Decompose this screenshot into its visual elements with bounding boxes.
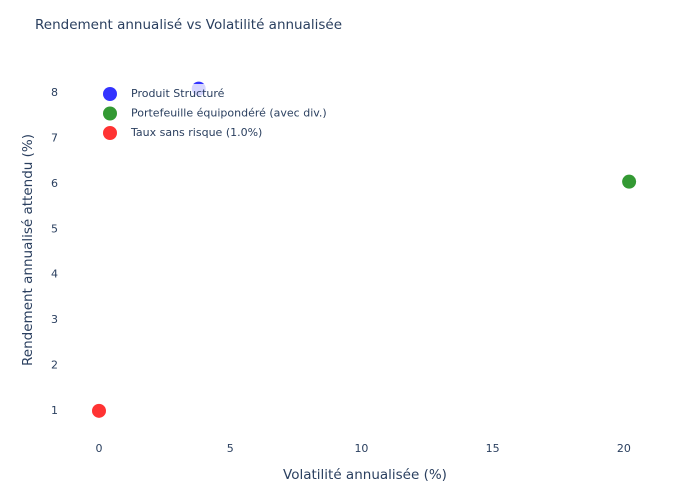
x-tick-label: 5 xyxy=(227,442,234,455)
legend-background xyxy=(100,84,350,144)
y-tick-label: 3 xyxy=(51,313,58,326)
legend-marker xyxy=(103,87,117,101)
scatter-point xyxy=(91,403,106,418)
legend-marker xyxy=(103,106,117,121)
legend-label: Portefeuille équipondéré (avec div.) xyxy=(131,107,327,120)
y-tick-label: 8 xyxy=(51,86,58,99)
x-tick-label: 10 xyxy=(354,442,368,455)
y-tick-label: 5 xyxy=(51,222,58,235)
x-tick-label: 0 xyxy=(95,442,102,455)
y-axis-title: Rendement annualisé attendu (%) xyxy=(20,134,36,366)
legend-label: Produit Structuré xyxy=(131,87,225,100)
scatter-point xyxy=(622,174,637,189)
chart-title: Rendement annualisé vs Volatilité annual… xyxy=(35,17,342,33)
y-tick-label: 6 xyxy=(51,177,58,190)
x-tick-label: 15 xyxy=(486,442,500,455)
y-tick-label: 4 xyxy=(51,268,58,281)
legend-label: Taux sans risque (1.0%) xyxy=(130,126,262,139)
x-axis-title: Volatilité annualisée (%) xyxy=(283,467,447,483)
y-tick-label: 7 xyxy=(51,132,58,145)
y-tick-label: 2 xyxy=(51,358,58,371)
x-tick-label: 20 xyxy=(617,442,631,455)
y-tick-label: 1 xyxy=(51,404,58,417)
legend-marker xyxy=(103,126,117,140)
